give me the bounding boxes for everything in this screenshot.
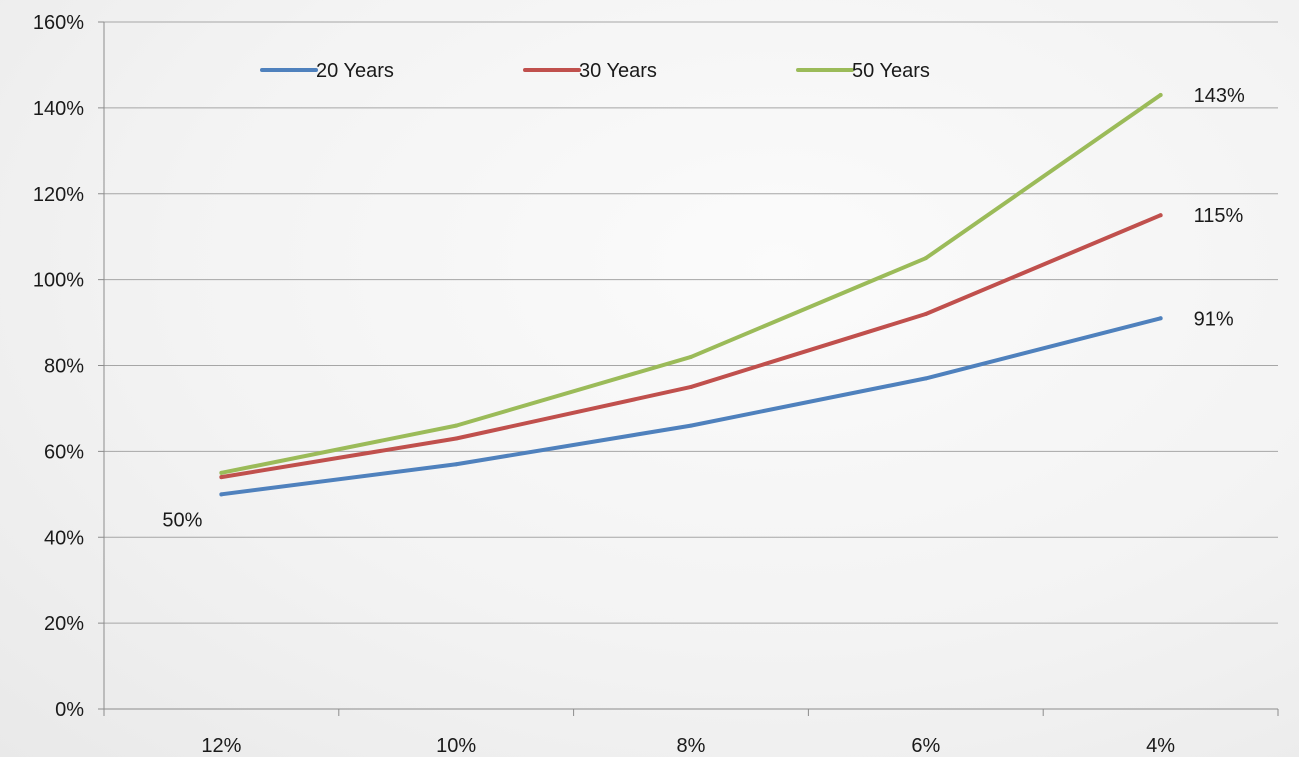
- data-point: [1158, 213, 1163, 218]
- data-point: [1158, 92, 1163, 97]
- data-point: [923, 256, 928, 261]
- y-tick-label: 60%: [44, 441, 84, 463]
- legend-label: 50 Years: [852, 60, 930, 82]
- x-axis-tick-labels: 12% 10% 8% 6% 4%: [201, 735, 1175, 757]
- y-tick-label: 40%: [44, 527, 84, 549]
- series-line-20-years: [219, 316, 1163, 497]
- y-tick-label: 80%: [44, 356, 84, 378]
- x-tick-label: 4%: [1146, 735, 1175, 757]
- data-point: [454, 436, 459, 441]
- data-point: [219, 492, 224, 497]
- data-point: [454, 462, 459, 467]
- data-point: [219, 475, 224, 480]
- y-tick-label: 20%: [44, 613, 84, 635]
- legend: 20 Years 30 Years 50 Years: [260, 60, 930, 82]
- data-point: [1158, 316, 1163, 321]
- data-point: [689, 423, 693, 428]
- gridlines: [104, 21, 1278, 624]
- data-label: 50%: [162, 509, 202, 531]
- data-point: [689, 384, 693, 389]
- x-tick-label: 12%: [201, 735, 241, 757]
- data-point: [923, 376, 928, 381]
- series-line-30-years: [219, 213, 1163, 480]
- data-label: 115%: [1194, 205, 1244, 227]
- legend-label: 20 Years: [316, 60, 394, 82]
- y-tick-label: 100%: [33, 270, 84, 292]
- data-label: 143%: [1194, 85, 1245, 107]
- data-point: [689, 354, 693, 359]
- x-tick-label: 6%: [911, 735, 940, 757]
- legend-label: 30 Years: [579, 60, 657, 82]
- x-tick-label: 8%: [677, 735, 706, 757]
- y-tick-label: 140%: [33, 98, 84, 120]
- data-label: 91%: [1194, 308, 1234, 330]
- axes: [98, 21, 1279, 716]
- data-point: [454, 423, 459, 428]
- y-tick-label: 160%: [33, 12, 84, 34]
- data-point: [923, 311, 928, 316]
- data-point: [219, 470, 224, 475]
- series-line-50-years: [219, 92, 1163, 475]
- y-tick-label: 120%: [33, 184, 84, 206]
- data-labels: 50% 91% 115% 143%: [162, 85, 1245, 531]
- y-axis-tick-labels: 0% 20% 40% 60% 80% 100% 120% 140% 160%: [33, 12, 84, 721]
- series-lines: [219, 92, 1163, 497]
- x-tick-label: 10%: [436, 735, 476, 757]
- y-tick-label: 0%: [55, 699, 84, 721]
